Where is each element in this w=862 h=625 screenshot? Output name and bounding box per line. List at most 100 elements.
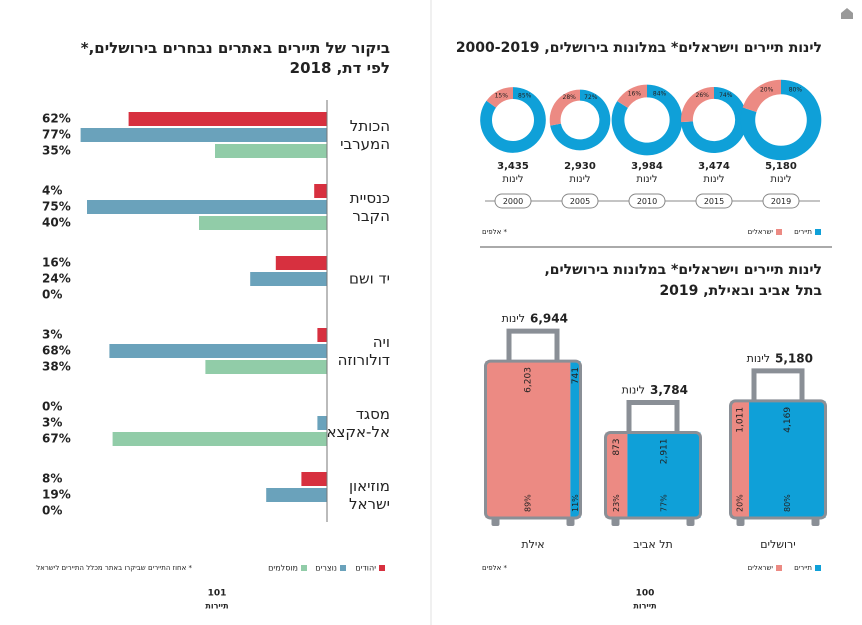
value-label: 74% <box>719 92 733 99</box>
year-box <box>762 193 800 209</box>
chart-title: לינות תיירים וישראלים* במלונות בירושלים,… <box>456 40 822 56</box>
total-label: 6,944 <box>530 312 568 326</box>
legend-swatch <box>776 229 782 235</box>
suitcase-wheel <box>611 518 620 526</box>
value-label: 38% <box>42 360 71 374</box>
bar <box>109 344 328 358</box>
donut-segment <box>680 86 714 123</box>
total-label: 3,784 <box>650 383 688 397</box>
bar <box>314 184 327 198</box>
total-label: 3,474 <box>698 161 730 172</box>
legend-swatch <box>340 565 346 571</box>
legend-swatch <box>301 565 307 571</box>
bar <box>112 432 327 446</box>
legend-swatch <box>379 565 385 571</box>
year-label: 2010 <box>637 197 657 206</box>
suitcase-segment <box>749 400 826 518</box>
category-label: מסגד אל-אקצא <box>326 405 390 441</box>
bar <box>266 488 327 502</box>
suitcase-handle <box>751 368 805 401</box>
value-label: 0% <box>42 288 62 302</box>
bar <box>128 112 327 126</box>
year-box <box>494 193 532 209</box>
donut-segment <box>550 89 611 151</box>
category-label: מוזיאון ישראל <box>349 477 390 513</box>
category-label: תל אביב <box>633 538 673 551</box>
year-label: 2005 <box>570 197 590 206</box>
legend-label: תיירים <box>794 564 812 572</box>
value-label: 40% <box>42 216 71 230</box>
year-label: 2000 <box>503 197 523 206</box>
unit-label: לינות <box>636 174 657 185</box>
legend-label: ישראלים <box>748 564 774 572</box>
share-label: 80% <box>783 494 792 512</box>
suitcase-segment <box>570 361 581 518</box>
donut-segment <box>617 84 647 108</box>
unit-label: לינות <box>770 174 791 185</box>
value-label: 3% <box>42 328 62 342</box>
unit-label: לינות <box>502 312 525 325</box>
donut-segment <box>480 87 546 153</box>
suitcase-segment <box>605 432 628 518</box>
value-label: 15% <box>495 92 509 99</box>
suitcase-handle <box>506 328 560 362</box>
total-label: 3,984 <box>631 161 663 172</box>
value-label: 84% <box>653 90 667 97</box>
suitcase-outline <box>604 430 702 520</box>
legend-swatch <box>776 565 782 571</box>
category-label: כנסיית הקבר <box>350 189 390 225</box>
value-label: 72% <box>584 94 598 101</box>
value-label: 873 <box>612 438 622 455</box>
total-label: 5,180 <box>765 161 797 172</box>
bar <box>275 256 327 270</box>
value-label: 80% <box>789 87 803 94</box>
suitcase-wheel <box>686 518 695 526</box>
page-number: 101 <box>208 589 227 599</box>
value-label: 75% <box>42 200 71 214</box>
value-label: 4,169 <box>783 407 793 433</box>
donut-segment <box>611 84 683 156</box>
value-label: 4% <box>42 184 62 198</box>
unit-label: לינות <box>747 352 770 365</box>
category-label: הכותל המערבי <box>340 117 390 153</box>
page-number: 100 <box>636 589 655 599</box>
share-label: 89% <box>523 494 532 512</box>
category-label: יד ושם <box>349 270 390 288</box>
unit-label: לינות <box>502 174 523 185</box>
category-label: ויה דולורוזה <box>338 333 390 369</box>
bar <box>317 416 327 430</box>
donut-segment <box>742 79 781 113</box>
value-label: 8% <box>42 472 62 486</box>
value-label: 0% <box>42 400 62 414</box>
footnote: * אלפים <box>482 564 507 572</box>
bar <box>87 200 327 214</box>
total-label: 5,180 <box>775 351 813 365</box>
value-label: 741 <box>571 367 581 384</box>
legend-swatch <box>815 565 821 571</box>
legend-label: ישראלים <box>748 228 774 236</box>
year-label: 2015 <box>704 197 724 206</box>
bar <box>205 360 327 374</box>
legend-label: מוסלמים <box>268 564 298 573</box>
year-box <box>628 193 666 209</box>
category-label: ירושלים <box>760 538 795 551</box>
donut-segment <box>486 87 513 108</box>
share-label: 11% <box>571 494 580 512</box>
suitcase-segment <box>730 400 750 518</box>
legend-label: תיירים <box>794 228 812 236</box>
bar <box>250 272 327 286</box>
donut-segment <box>740 79 822 161</box>
page-section: תיירות <box>205 602 228 611</box>
total-label: 3,435 <box>497 161 529 172</box>
value-label: 20% <box>760 87 774 94</box>
value-label: 35% <box>42 144 71 158</box>
suitcase-wheel <box>566 518 575 526</box>
share-label: 77% <box>659 494 668 512</box>
value-label: 24% <box>42 272 71 286</box>
category-label: אילת <box>521 538 544 551</box>
bar <box>215 144 327 158</box>
page-section: תיירות <box>633 602 656 611</box>
bar <box>199 216 327 230</box>
bar <box>317 328 327 342</box>
home-icon[interactable] <box>841 8 853 19</box>
